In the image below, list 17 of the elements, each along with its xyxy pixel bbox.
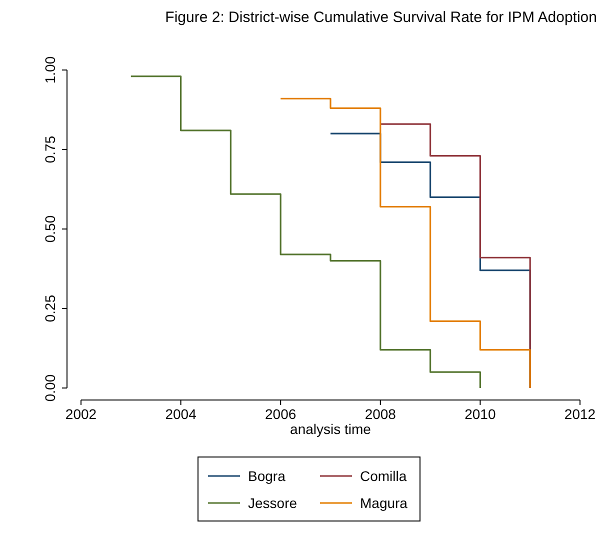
x-tick-label: 2006: [265, 406, 296, 422]
y-tick-label: 0.50: [42, 215, 58, 243]
y-tick-label: 0.25: [42, 294, 58, 322]
x-tick-label: 2008: [364, 406, 396, 422]
legend-label: Jessore: [248, 495, 298, 511]
y-tick-label: 1.00: [42, 56, 58, 84]
x-tick-label: 2002: [65, 406, 97, 422]
x-tick-label: 2004: [165, 406, 197, 422]
legend-label: Bogra: [248, 468, 286, 484]
x-axis-title: analysis time: [290, 421, 372, 437]
x-tick-label: 2012: [564, 406, 596, 422]
y-tick-label: 0.00: [42, 374, 58, 402]
y-tick-label: 0.75: [42, 136, 58, 164]
legend-label: Magura: [360, 495, 408, 511]
x-tick-label: 2010: [464, 406, 496, 422]
legend-label: Comilla: [360, 468, 407, 484]
chart-title: Figure 2: District-wise Cumulative Survival Rate for IPM Adoption: [165, 9, 597, 26]
